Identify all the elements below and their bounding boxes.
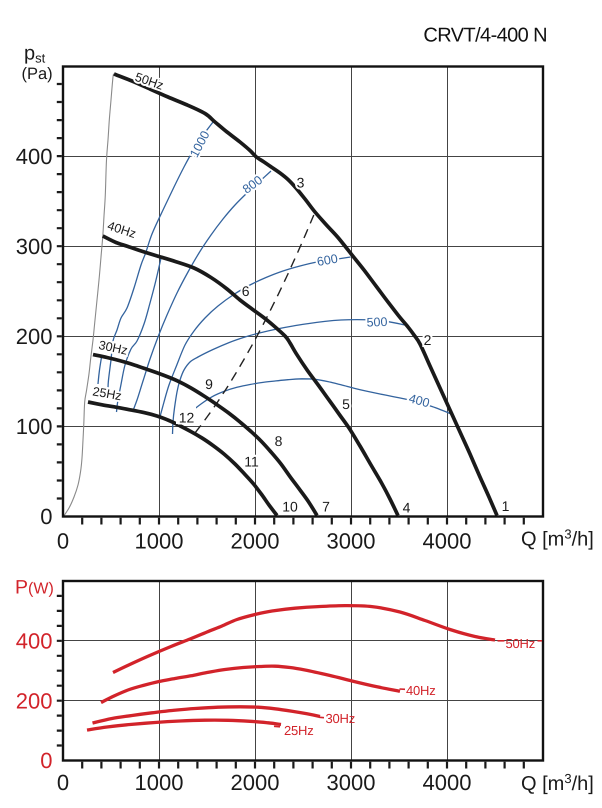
svg-text:4: 4 (403, 500, 411, 516)
svg-text:4000: 4000 (423, 770, 472, 795)
svg-text:40Hz: 40Hz (406, 683, 436, 698)
svg-text:200: 200 (16, 324, 53, 349)
svg-text:2000: 2000 (231, 529, 280, 554)
svg-text:8: 8 (275, 433, 283, 449)
svg-text:3: 3 (297, 175, 305, 191)
svg-text:7: 7 (322, 499, 330, 515)
svg-text:0: 0 (57, 770, 69, 795)
svg-text:500: 500 (366, 315, 387, 330)
svg-text:25Hz: 25Hz (284, 723, 314, 738)
svg-text:Q [m3/h]: Q [m3/h] (521, 771, 594, 795)
svg-text:400: 400 (16, 628, 53, 653)
svg-text:1000: 1000 (135, 529, 184, 554)
svg-text:12: 12 (179, 410, 195, 426)
svg-text:100: 100 (16, 414, 53, 439)
svg-text:1000: 1000 (135, 770, 184, 795)
svg-text:9: 9 (205, 376, 213, 392)
svg-text:11: 11 (244, 454, 259, 470)
svg-text:3000: 3000 (327, 770, 376, 795)
svg-text:3000: 3000 (327, 529, 376, 554)
svg-text:Q [m3/h]: Q [m3/h] (521, 527, 594, 551)
svg-text:50Hz: 50Hz (506, 636, 536, 651)
svg-text:600: 600 (316, 252, 339, 269)
svg-text:5: 5 (342, 396, 350, 412)
svg-text:2000: 2000 (231, 770, 280, 795)
svg-text:400: 400 (16, 144, 53, 169)
svg-text:6: 6 (242, 283, 250, 299)
svg-text:P(W): P(W) (15, 577, 54, 599)
svg-text:10: 10 (282, 499, 298, 515)
svg-text:2: 2 (424, 332, 432, 348)
svg-text:4000: 4000 (423, 529, 472, 554)
svg-text:(Pa): (Pa) (22, 65, 53, 83)
svg-text:0: 0 (40, 504, 52, 529)
svg-text:0: 0 (57, 529, 69, 554)
svg-text:200: 200 (16, 688, 53, 713)
svg-text:300: 300 (16, 234, 53, 259)
svg-text:1: 1 (502, 498, 510, 514)
svg-text:0: 0 (40, 748, 52, 773)
svg-text:CRVT/4-400 N: CRVT/4-400 N (423, 25, 547, 47)
svg-text:30Hz: 30Hz (326, 711, 356, 726)
